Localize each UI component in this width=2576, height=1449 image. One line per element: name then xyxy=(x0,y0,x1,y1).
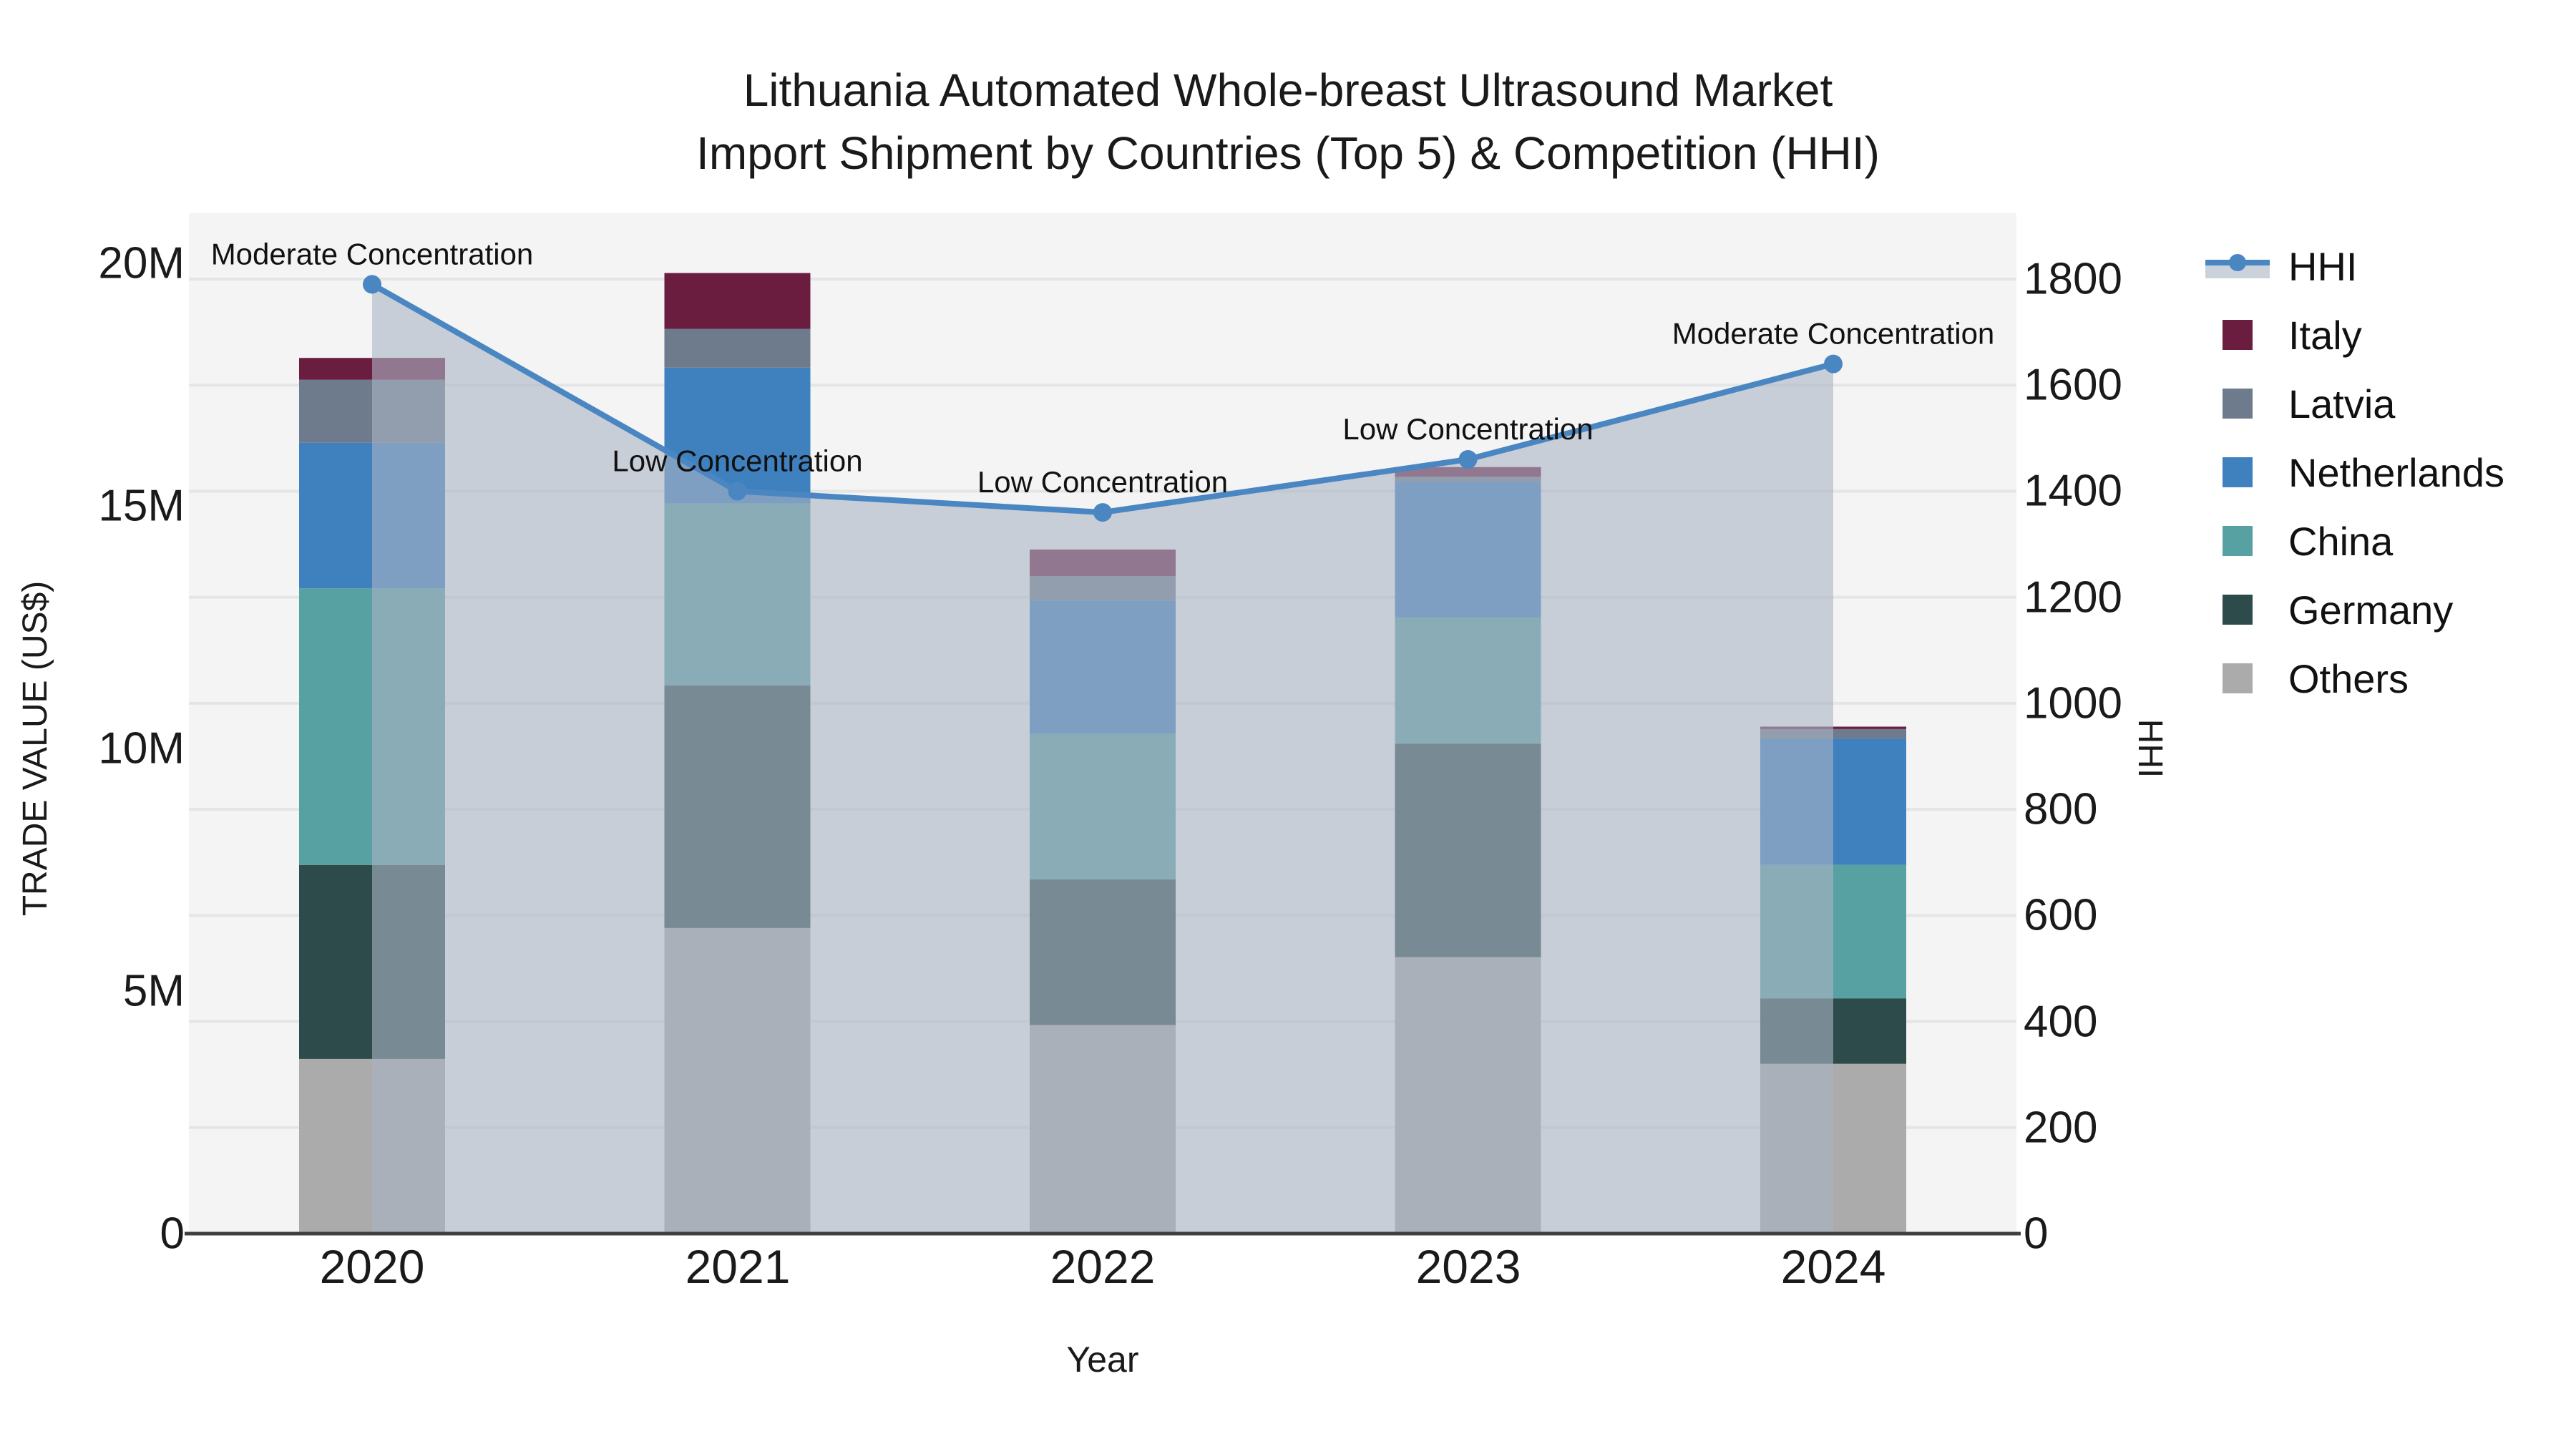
right-axis-tick-1000: 1000 xyxy=(2024,678,2122,728)
netherlands-swatch-icon xyxy=(2223,457,2253,487)
others-swatch-icon xyxy=(2223,663,2253,693)
right-axis-tick-600: 600 xyxy=(2024,890,2098,940)
right-axis-tick-0: 0 xyxy=(2024,1209,2049,1259)
hhi-marker-2024 xyxy=(1824,354,1843,374)
left-axis-tick-15m: 15M xyxy=(98,481,185,531)
annotation-2023: Low Concentration xyxy=(1342,412,1593,446)
hhi-marker-sample xyxy=(2229,254,2246,271)
legend-label: China xyxy=(2288,518,2394,564)
legend-label: Latvia xyxy=(2288,381,2396,426)
legend-label: Netherlands xyxy=(2288,449,2504,495)
bar-segment-italy-2021 xyxy=(664,273,811,329)
china-swatch-icon xyxy=(2223,526,2253,556)
bar-segment-latvia-2021 xyxy=(664,328,811,368)
x-axis-tick-2023: 2023 xyxy=(1415,1240,1521,1293)
hhi-line-sample-icon xyxy=(2205,250,2270,283)
hhi-area-sample xyxy=(2205,264,2270,278)
left-axis-tick-20m: 20M xyxy=(98,238,185,288)
right-axis-tick-800: 800 xyxy=(2024,784,2098,834)
left-axis-title: TRADE VALUE (US$) xyxy=(16,580,54,917)
right-axis-tick-1200: 1200 xyxy=(2024,572,2122,623)
legend-item-germany[interactable]: Germany xyxy=(2205,575,2570,644)
annotation-2024: Moderate Concentration xyxy=(1672,317,1995,351)
right-axis-tick-1600: 1600 xyxy=(2024,360,2122,410)
legend-item-italy[interactable]: Italy xyxy=(2205,301,2570,369)
italy-swatch-icon xyxy=(2223,320,2253,350)
annotation-2020: Moderate Concentration xyxy=(211,237,534,270)
x-axis-title: Year xyxy=(1066,1340,1139,1380)
legend-label: Others xyxy=(2288,655,2409,701)
right-axis-tick-400: 400 xyxy=(2024,997,2098,1047)
annotation-2021: Low Concentration xyxy=(612,444,862,477)
legend-item-netherlands[interactable]: Netherlands xyxy=(2205,438,2570,507)
legend-item-latvia[interactable]: Latvia xyxy=(2205,369,2570,438)
legend-label: Germany xyxy=(2288,587,2454,633)
left-axis-tick-0: 0 xyxy=(160,1209,185,1259)
left-axis-tick-10m: 10M xyxy=(98,723,185,774)
latvia-swatch-icon xyxy=(2223,389,2253,419)
legend-item-others[interactable]: Others xyxy=(2205,644,2570,713)
hhi-marker-2022 xyxy=(1093,503,1112,522)
hhi-marker-2020 xyxy=(363,275,381,294)
right-axis-title: HHI xyxy=(2131,718,2169,779)
right-axis-tick-1800: 1800 xyxy=(2024,254,2122,304)
hhi-area-fill xyxy=(372,284,1833,1234)
chart-title-line2: Import Shipment by Countries (Top 5) & C… xyxy=(696,127,1880,179)
right-axis-tick-200: 200 xyxy=(2024,1103,2098,1153)
hhi-marker-2023 xyxy=(1458,449,1478,469)
x-axis-tick-2021: 2021 xyxy=(685,1240,791,1293)
chart-title-line1: Lithuania Automated Whole-breast Ultraso… xyxy=(743,64,1833,116)
hhi-marker-2021 xyxy=(728,482,747,501)
right-axis-tick-1400: 1400 xyxy=(2024,466,2122,516)
x-axis-tick-2020: 2020 xyxy=(319,1240,425,1293)
legend-item-china[interactable]: China xyxy=(2205,507,2570,575)
x-axis-tick-2024: 2024 xyxy=(1780,1240,1886,1293)
legend: HHI Italy Latvia Netherlands China Germa… xyxy=(2205,232,2570,713)
annotation-2022: Low Concentration xyxy=(977,465,1228,499)
legend-item-hhi[interactable]: HHI xyxy=(2205,232,2570,301)
chart-title: Lithuania Automated Whole-breast Ultraso… xyxy=(0,59,2576,185)
left-axis-tick-5m: 5M xyxy=(122,966,185,1016)
legend-label: HHI xyxy=(2288,243,2358,289)
legend-label: Italy xyxy=(2288,312,2362,358)
germany-swatch-icon xyxy=(2223,595,2253,625)
x-axis-tick-2022: 2022 xyxy=(1050,1240,1156,1293)
